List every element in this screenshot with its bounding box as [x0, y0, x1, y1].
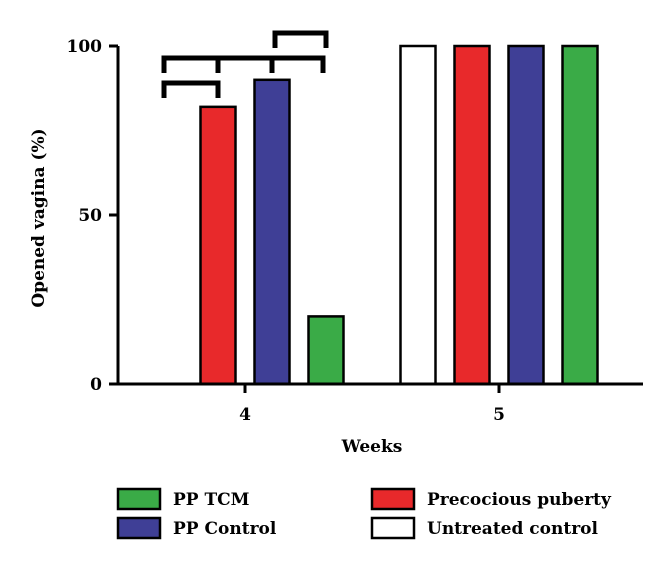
legend-label-precocious-puberty: Precocious puberty [427, 490, 612, 510]
legend-label-pp-control: PP Control [173, 519, 277, 539]
y-tick-label: 0 [90, 375, 102, 395]
legend-label-pp-tcm: PP TCM [173, 490, 250, 510]
plot-area: 0 50 100 4 5 [67, 30, 599, 425]
bar-pp-control-week-4 [253, 78, 291, 386]
bar-precocious-puberty-week-4 [199, 105, 237, 386]
x-tick-label: 4 [239, 405, 251, 425]
legend-swatch-untreated-control [370, 516, 416, 540]
significance-bracket [272, 30, 329, 48]
x-axis-title: Weeks [341, 437, 403, 457]
legend-swatch-precocious-puberty [370, 487, 416, 511]
legend-swatch-pp-tcm [116, 487, 162, 511]
x-tick-label: 5 [493, 405, 505, 425]
bar-precocious-puberty-week-5 [453, 44, 491, 386]
legend-swatch-pp-control [116, 516, 162, 540]
y-tick-label: 100 [67, 37, 103, 57]
bar-pp-tcm-week-5 [561, 44, 599, 386]
y-tick-label: 50 [78, 206, 102, 226]
bar-untreated-control-week-5 [399, 44, 437, 386]
bar-pp-control-week-5 [507, 44, 545, 386]
bar-pp-tcm-week-4 [307, 315, 345, 386]
significance-bracket [161, 80, 221, 98]
y-axis-title: Opened vagina (%) [29, 128, 49, 307]
legend-label-untreated-control: Untreated control [427, 519, 598, 539]
significance-bracket [215, 55, 326, 73]
legend: PP TCM Precocious puberty PP Control Untrea… [116, 487, 612, 540]
